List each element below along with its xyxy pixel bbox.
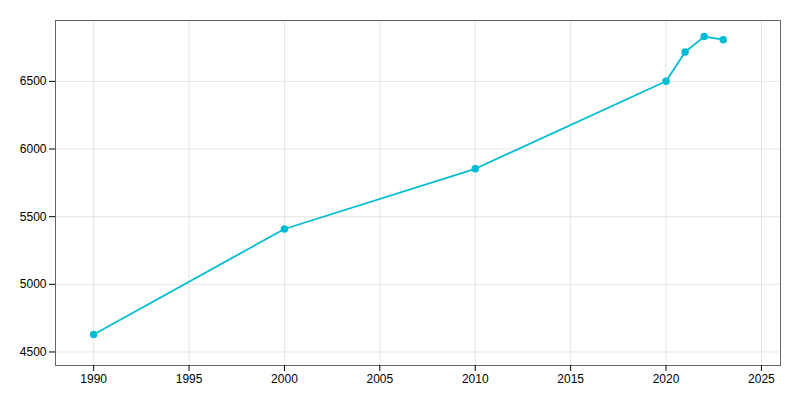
svg-text:1995: 1995 [176,372,203,386]
svg-text:2005: 2005 [366,372,393,386]
svg-text:6500: 6500 [20,74,47,88]
svg-text:2000: 2000 [271,372,298,386]
svg-text:2010: 2010 [462,372,489,386]
svg-text:2015: 2015 [557,372,584,386]
svg-text:2020: 2020 [653,372,680,386]
svg-text:4500: 4500 [20,345,47,359]
svg-text:2025: 2025 [748,372,775,386]
svg-text:5000: 5000 [20,277,47,291]
svg-text:6000: 6000 [20,142,47,156]
svg-text:1990: 1990 [80,372,107,386]
svg-text:5500: 5500 [20,210,47,224]
